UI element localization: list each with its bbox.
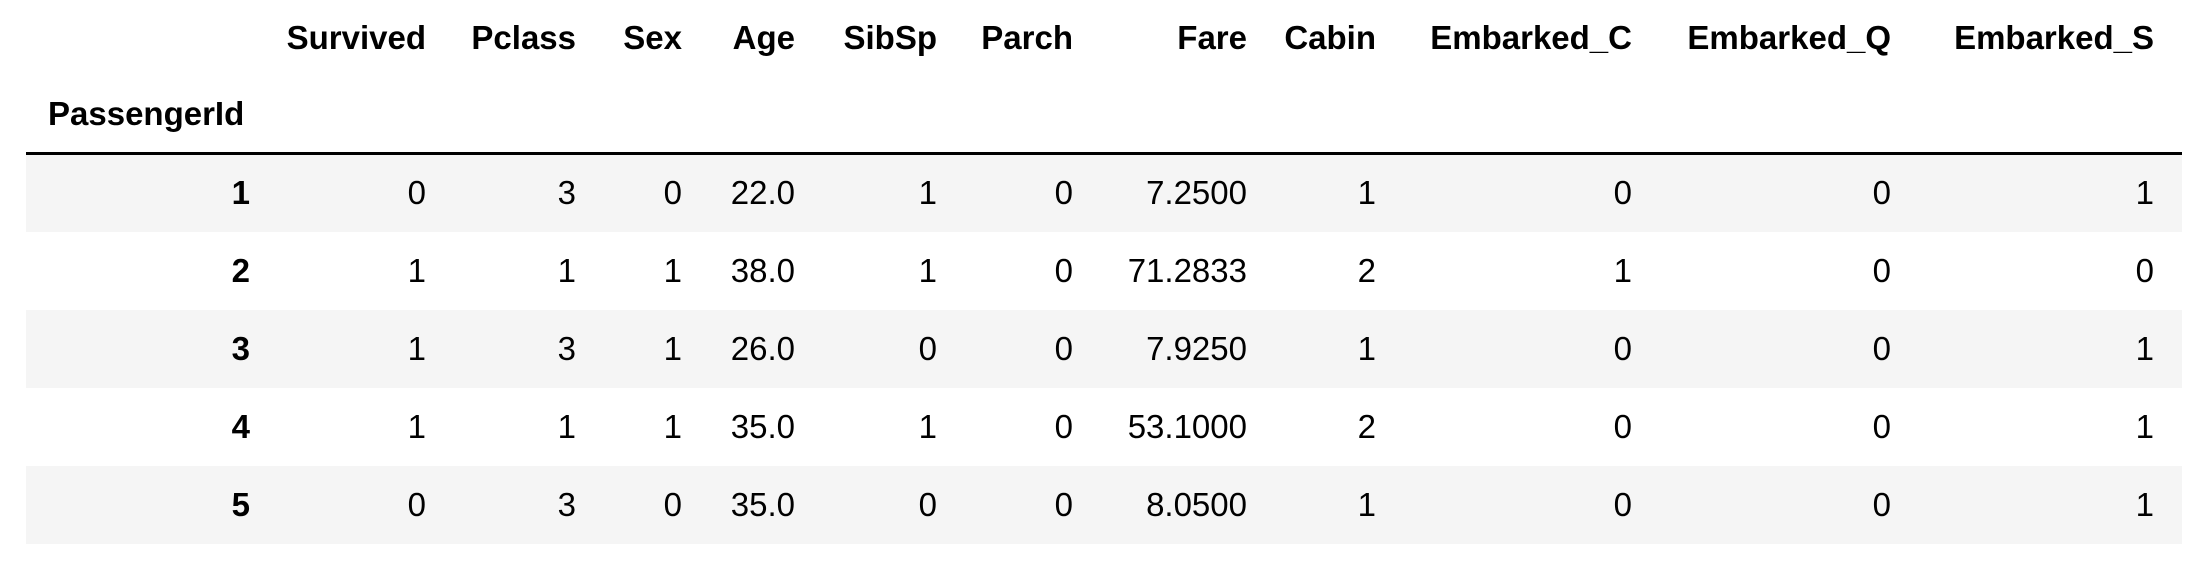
empty-header-cell bbox=[1919, 75, 2182, 154]
empty-header-cell bbox=[965, 75, 1101, 154]
row-index: 2 bbox=[231, 251, 250, 289]
table-cell: 1 bbox=[2135, 174, 2154, 212]
table-cell: 0 bbox=[1613, 174, 1632, 212]
table-header: Survived Pclass Sex Age SibSp Parch Fare… bbox=[26, 0, 2182, 154]
table-cell: 1 bbox=[918, 174, 937, 212]
table-cell: 1 bbox=[407, 407, 426, 445]
table-cell: 0 bbox=[1872, 174, 1891, 212]
index-name: PassengerId bbox=[48, 94, 245, 132]
column-header-embarked-c: Embarked_C bbox=[1430, 18, 1632, 56]
table-cell: 1 bbox=[407, 329, 426, 367]
table-cell: 38.0 bbox=[730, 251, 795, 289]
row-index: 4 bbox=[231, 407, 250, 445]
table-cell: 0 bbox=[2135, 251, 2154, 289]
empty-header-cell bbox=[823, 75, 965, 154]
table-cell: 1 bbox=[2135, 329, 2154, 367]
table-cell: 1 bbox=[1357, 485, 1376, 523]
table-cell: 0 bbox=[1054, 485, 1073, 523]
column-header-embarked-q: Embarked_Q bbox=[1687, 18, 1891, 56]
table-cell: 71.2833 bbox=[1127, 251, 1247, 289]
table-cell: 0 bbox=[407, 485, 426, 523]
table-cell: 26.0 bbox=[730, 329, 795, 367]
table-row: 1 0 3 0 22.0 1 0 7.2500 1 0 0 1 bbox=[26, 153, 2182, 232]
table-cell: 1 bbox=[2135, 407, 2154, 445]
dataframe-table: Survived Pclass Sex Age SibSp Parch Fare… bbox=[26, 0, 2182, 544]
row-index: 3 bbox=[231, 329, 250, 367]
table-cell: 1 bbox=[407, 251, 426, 289]
table-cell: 1 bbox=[918, 407, 937, 445]
empty-header-cell bbox=[604, 75, 710, 154]
table-cell: 0 bbox=[1872, 251, 1891, 289]
column-header-embarked-s: Embarked_S bbox=[1954, 18, 2154, 56]
table-cell: 0 bbox=[1054, 407, 1073, 445]
table-body: 1 0 3 0 22.0 1 0 7.2500 1 0 0 1 2 1 1 1 … bbox=[26, 153, 2182, 544]
table-cell: 0 bbox=[1054, 251, 1073, 289]
empty-header-cell bbox=[1275, 75, 1404, 154]
column-header-sex: Sex bbox=[623, 18, 682, 56]
column-header-pclass: Pclass bbox=[471, 18, 576, 56]
row-index: 1 bbox=[231, 174, 250, 212]
empty-header-cell bbox=[710, 75, 823, 154]
corner-cell bbox=[26, 0, 280, 75]
table-cell: 8.0500 bbox=[1146, 485, 1247, 523]
table-cell: 1 bbox=[663, 251, 682, 289]
table-cell: 0 bbox=[1872, 407, 1891, 445]
empty-header-cell bbox=[1660, 75, 1919, 154]
table-row: 4 1 1 1 35.0 1 0 53.1000 2 0 0 1 bbox=[26, 387, 2182, 466]
index-name-row: PassengerId bbox=[26, 75, 2182, 154]
row-index: 5 bbox=[231, 485, 250, 523]
table-cell: 0 bbox=[918, 329, 937, 367]
table-cell: 0 bbox=[918, 485, 937, 523]
table-cell: 1 bbox=[557, 407, 576, 445]
table-cell: 35.0 bbox=[730, 485, 795, 523]
column-header-cabin: Cabin bbox=[1284, 18, 1376, 56]
table-cell: 2 bbox=[1357, 251, 1376, 289]
table-cell: 22.0 bbox=[730, 174, 795, 212]
column-header-fare: Fare bbox=[1177, 18, 1247, 56]
table-cell: 2 bbox=[1357, 407, 1376, 445]
table-cell: 1 bbox=[2135, 485, 2154, 523]
table-cell: 1 bbox=[663, 407, 682, 445]
column-header-sibsp: SibSp bbox=[843, 18, 937, 56]
empty-header-cell bbox=[280, 75, 454, 154]
table-cell: 0 bbox=[1872, 329, 1891, 367]
table-cell: 0 bbox=[1054, 329, 1073, 367]
column-header-row: Survived Pclass Sex Age SibSp Parch Fare… bbox=[26, 0, 2182, 75]
table-cell: 3 bbox=[557, 485, 576, 523]
empty-header-cell bbox=[454, 75, 604, 154]
table-cell: 3 bbox=[557, 329, 576, 367]
table-cell: 1 bbox=[1357, 174, 1376, 212]
table-cell: 1 bbox=[1357, 329, 1376, 367]
table-cell: 0 bbox=[1054, 174, 1073, 212]
table-cell: 1 bbox=[1613, 251, 1632, 289]
table-cell: 0 bbox=[1613, 407, 1632, 445]
table-cell: 1 bbox=[918, 251, 937, 289]
column-header-parch: Parch bbox=[981, 18, 1073, 56]
table-cell: 0 bbox=[407, 174, 426, 212]
table-row: 3 1 3 1 26.0 0 0 7.9250 1 0 0 1 bbox=[26, 309, 2182, 388]
table-cell: 0 bbox=[663, 174, 682, 212]
table-cell: 0 bbox=[1613, 485, 1632, 523]
empty-header-cell bbox=[1101, 75, 1275, 154]
column-header-age: Age bbox=[732, 18, 795, 56]
table-cell: 53.1000 bbox=[1127, 407, 1247, 445]
table-cell: 0 bbox=[663, 485, 682, 523]
table-row: 5 0 3 0 35.0 0 0 8.0500 1 0 0 1 bbox=[26, 465, 2182, 544]
table-row: 2 1 1 1 38.0 1 0 71.2833 2 1 0 0 bbox=[26, 231, 2182, 310]
table-cell: 0 bbox=[1613, 329, 1632, 367]
table-cell: 7.2500 bbox=[1146, 174, 1247, 212]
column-header-survived: Survived bbox=[286, 18, 426, 56]
table-cell: 35.0 bbox=[730, 407, 795, 445]
table-cell: 7.9250 bbox=[1146, 329, 1247, 367]
table-cell: 3 bbox=[557, 174, 576, 212]
empty-header-cell bbox=[1404, 75, 1660, 154]
table-cell: 1 bbox=[663, 329, 682, 367]
table-cell: 1 bbox=[557, 251, 576, 289]
table-cell: 0 bbox=[1872, 485, 1891, 523]
